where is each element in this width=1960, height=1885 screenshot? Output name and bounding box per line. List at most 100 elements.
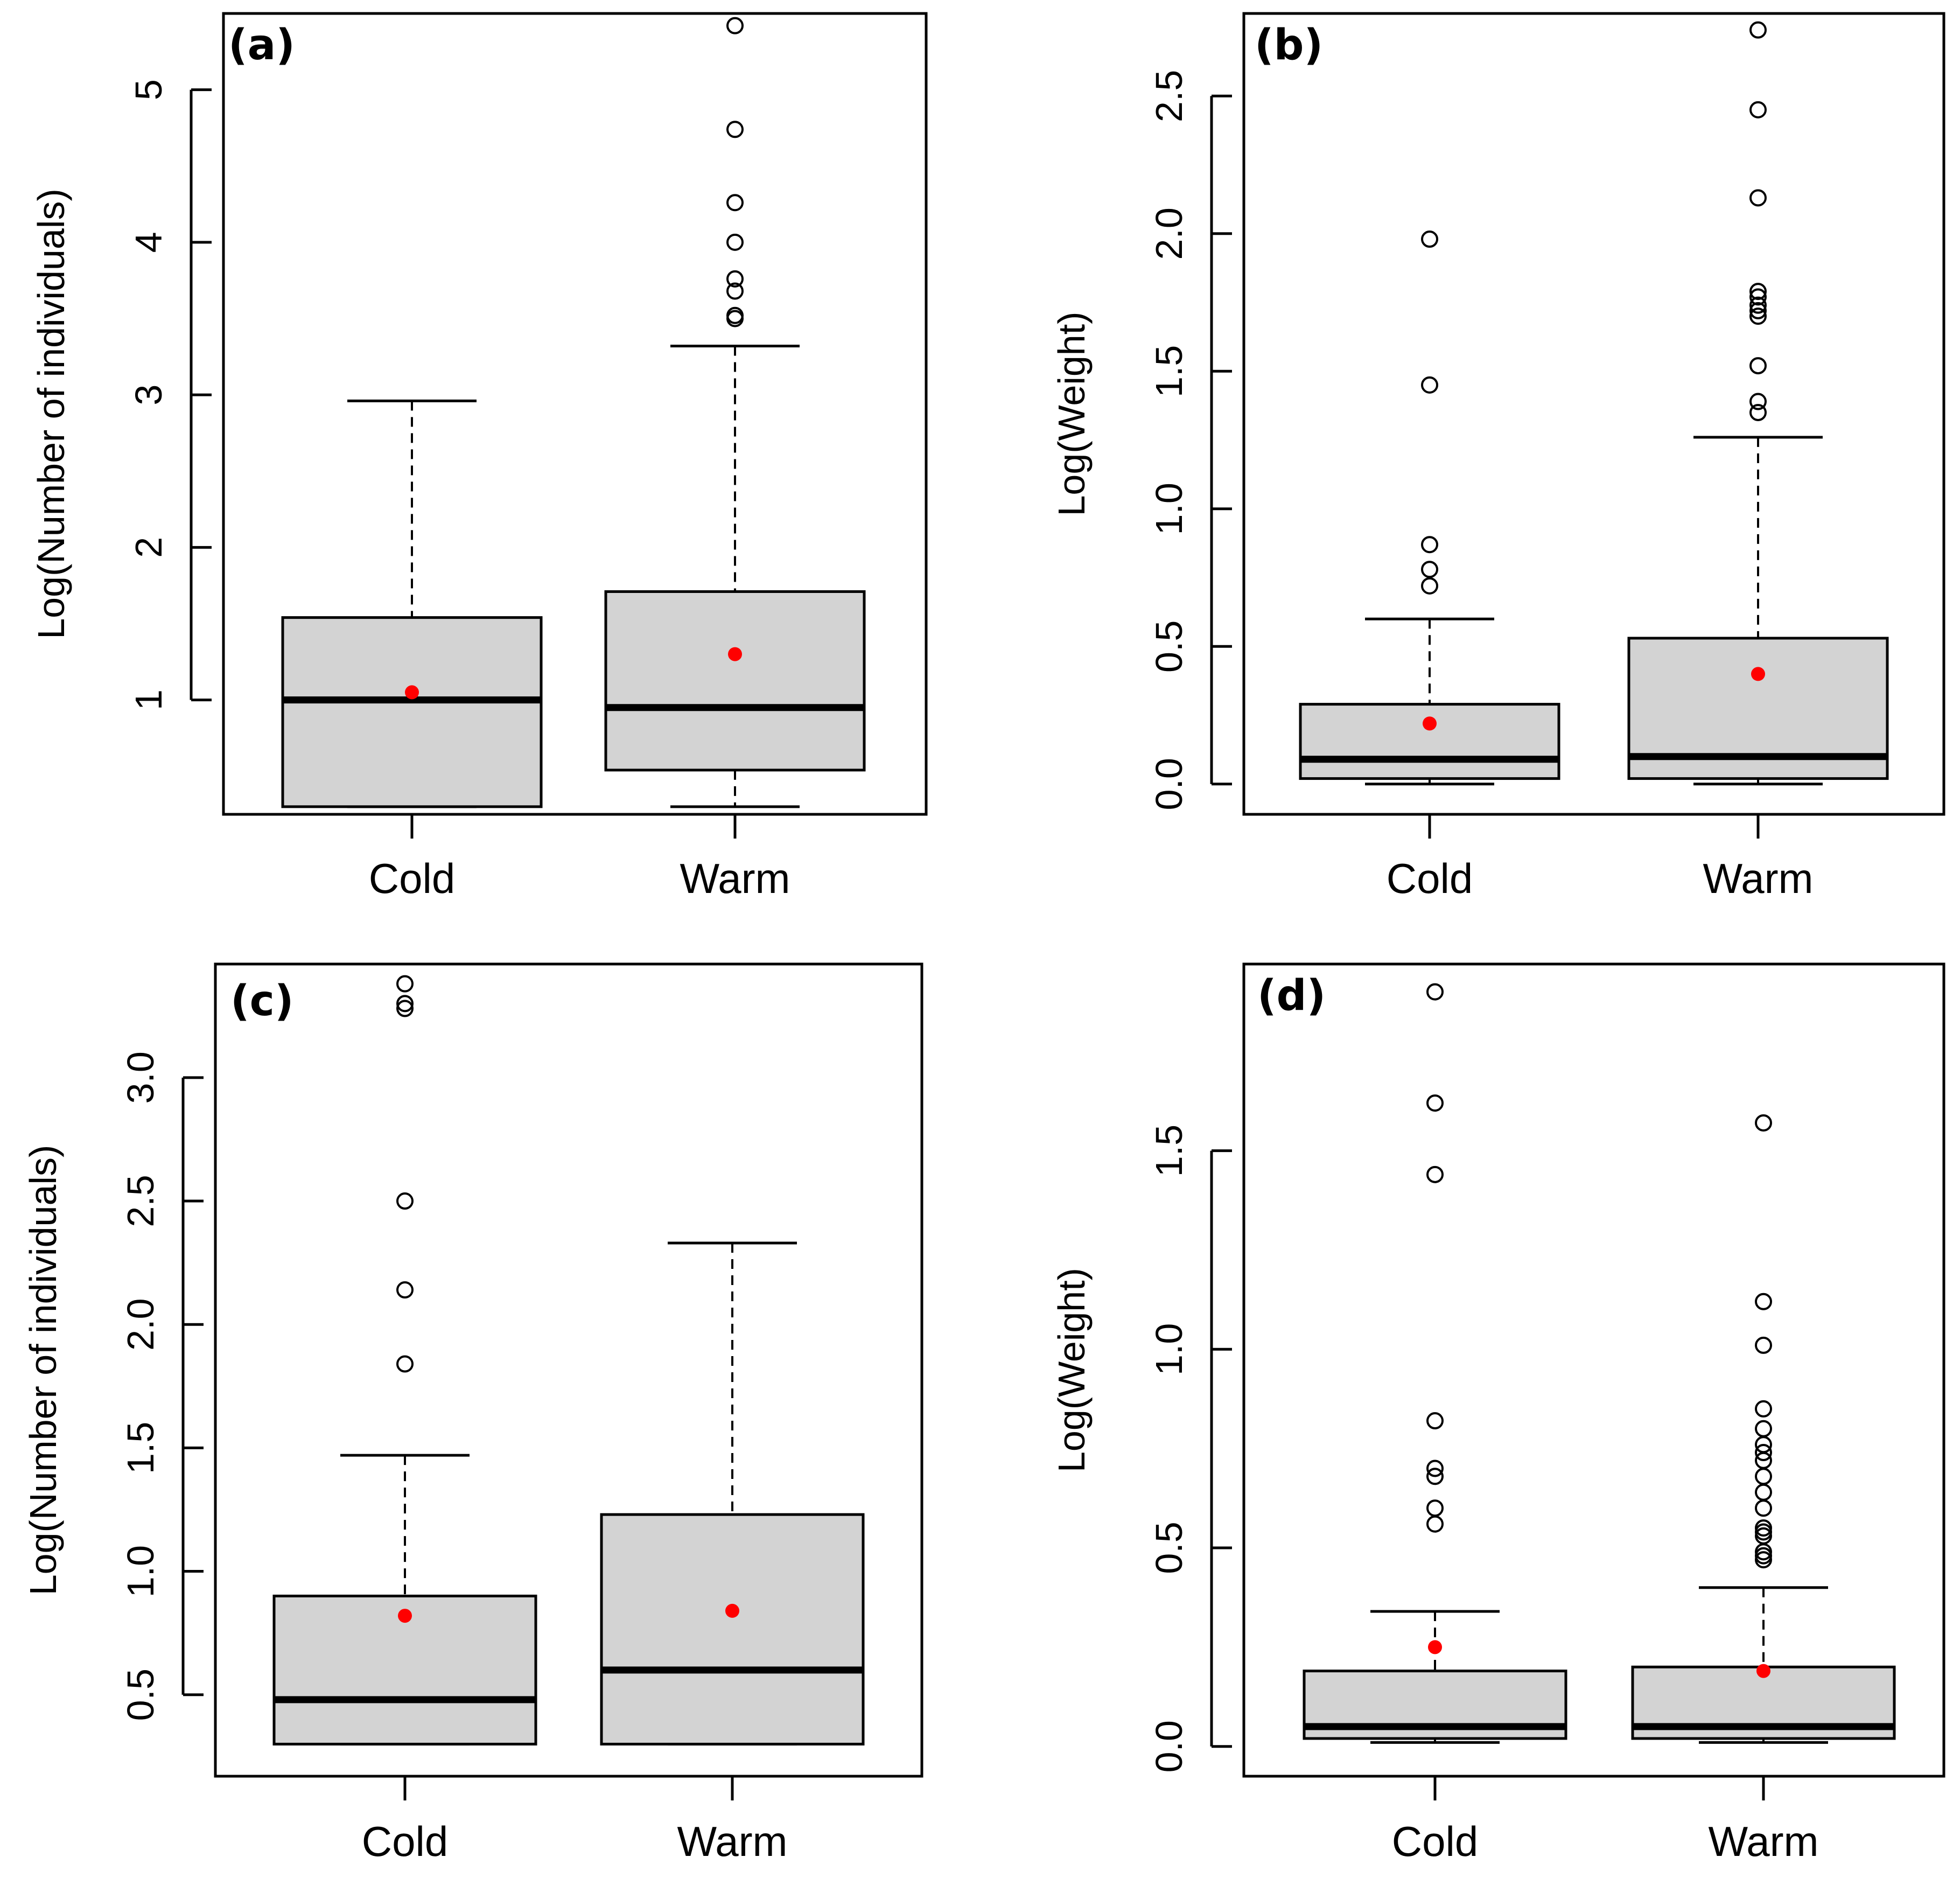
mean-point [725, 1603, 739, 1618]
outlier-point [1749, 357, 1767, 375]
outlier-point [1749, 21, 1767, 39]
outlier-point [1749, 308, 1767, 325]
y-tick-label: 0.5 [1148, 620, 1190, 673]
y-tick-label: 4 [128, 232, 170, 253]
chart-panel-c: (c) 0.5 1.0 1.5 2.0 2.5 3.0 Log(Number of indiv… [22, 962, 923, 1865]
y-tick-label: 0.5 [120, 1668, 162, 1721]
plot-frame [1242, 962, 1945, 1778]
mean-point [1751, 667, 1765, 681]
outlier-point [1749, 302, 1767, 319]
x-tick-label: Warm [1703, 855, 1813, 902]
outlier-point [726, 306, 744, 324]
outlier-point [1755, 1114, 1772, 1132]
outlier-point [1755, 1293, 1772, 1310]
outlier-point [726, 282, 744, 300]
outlier-point [1426, 1412, 1444, 1430]
y-axis-label: Log(Weight) [1051, 1268, 1093, 1472]
outlier-point [1426, 983, 1444, 1001]
y-tick-label: 1 [128, 689, 170, 710]
y-axis-label: Log(Number of individuals) [30, 188, 72, 639]
panel-label: (b) [1255, 21, 1323, 69]
y-tick-label: 1.5 [120, 1422, 162, 1474]
outlier-point [1421, 561, 1438, 578]
chart-panel-a: (a) 1 2 3 4 5 Log(Number of individuals) Cold Wa… [30, 12, 928, 902]
x-tick-label: Cold [1387, 855, 1473, 902]
outlier-point [396, 1000, 414, 1017]
box-cold [1299, 231, 1560, 786]
outlier-point [1426, 1499, 1444, 1517]
outlier-point [1749, 288, 1767, 306]
outlier-point [396, 1281, 414, 1299]
y-tick-label: 5 [128, 79, 170, 100]
outlier-point [396, 975, 414, 993]
outlier-point [1749, 296, 1767, 314]
outlier-point [1755, 1420, 1772, 1437]
y-tick-label: 2.5 [1148, 70, 1190, 122]
plot-frame [222, 12, 928, 816]
x-tick-label: Warm [680, 855, 790, 902]
y-tick-label: 2 [128, 537, 170, 558]
plot-frame [214, 962, 923, 1778]
outlier-point [1426, 1468, 1444, 1485]
y-tick-label: 2.5 [120, 1175, 162, 1227]
mean-point [728, 647, 742, 661]
outlier-point [396, 1192, 414, 1210]
outlier-point [1755, 1468, 1772, 1485]
outlier-point [1755, 1444, 1772, 1462]
y-tick-label: 0.0 [1148, 1720, 1190, 1772]
y-tick-label: 2.0 [1148, 207, 1190, 260]
y-tick-label: 0.5 [1148, 1521, 1190, 1574]
outlier-point [1755, 1499, 1772, 1517]
panel-label: (c) [230, 977, 294, 1025]
box-warm [1627, 21, 1889, 786]
x-tick-label: Cold [362, 1818, 448, 1865]
y-tick-label: 1.0 [1148, 483, 1190, 535]
outlier-point [1755, 1400, 1772, 1418]
mean-point [405, 685, 419, 700]
outlier-point [726, 17, 744, 34]
iqr-box [281, 616, 543, 808]
outlier-point [1749, 403, 1767, 421]
outlier-point [1749, 393, 1767, 410]
outlier-point [1421, 577, 1438, 595]
panel-label: (d) [1257, 972, 1326, 1020]
outlier-point [1426, 1094, 1444, 1112]
box-cold [1303, 983, 1567, 1744]
outlier-point [1755, 1519, 1772, 1537]
outlier-point [1421, 536, 1438, 554]
y-axis-label: Log(Weight) [1051, 311, 1093, 516]
outlier-point [726, 194, 744, 212]
outlier-point [1755, 1483, 1772, 1501]
x-tick-label: Warm [1708, 1818, 1818, 1865]
iqr-box [604, 590, 866, 772]
box-warm [600, 1241, 865, 1746]
outlier-point [396, 1355, 414, 1373]
box-warm [604, 17, 866, 808]
outlier-point [1426, 1460, 1444, 1477]
y-axis-label: Log(Number of individuals) [22, 1145, 64, 1596]
y-tick-label: 1.5 [1148, 1125, 1190, 1177]
y-tick-label: 0.0 [1148, 758, 1190, 810]
outlier-point [1426, 1165, 1444, 1183]
y-tick-label: 3.0 [120, 1051, 162, 1104]
box-cold [281, 399, 543, 808]
iqr-box [1299, 703, 1560, 780]
outlier-point [1749, 189, 1767, 207]
mean-point [1428, 1640, 1442, 1654]
outlier-point [726, 121, 744, 138]
mean-point [398, 1609, 412, 1623]
panel-label: (a) [228, 21, 295, 69]
x-tick-label: Cold [369, 855, 455, 902]
chart-panel-d: (d) 0.0 0.5 1.0 1.5 Log(Weight) Cold Warm [1051, 962, 1945, 1865]
box-cold [272, 975, 537, 1746]
iqr-box [600, 1513, 865, 1746]
mean-point [1423, 716, 1437, 731]
plot-frame [1242, 12, 1945, 816]
box-warm [1631, 1114, 1896, 1744]
y-tick-label: 1.0 [120, 1545, 162, 1597]
y-tick-label: 2.0 [120, 1298, 162, 1351]
outlier-point [1755, 1336, 1772, 1354]
outlier-point [726, 233, 744, 251]
outlier-point [1426, 1515, 1444, 1533]
mean-point [1756, 1664, 1770, 1678]
